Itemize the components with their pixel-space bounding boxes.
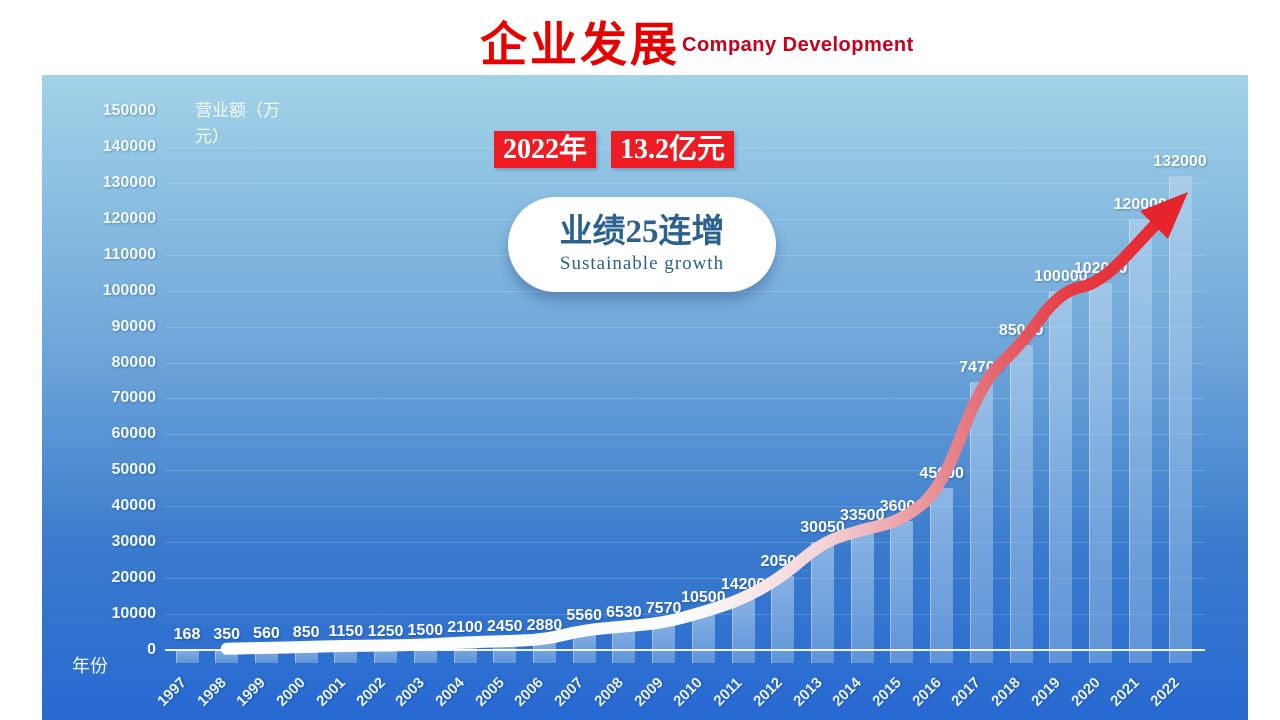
y-tick-label: 70000 (111, 389, 157, 407)
bar (413, 644, 437, 663)
growth-bubble-title: 业绩25连增 (559, 213, 725, 250)
bar (493, 641, 517, 663)
x-tick-label: 2022 (1147, 674, 1183, 710)
y-tick-label: 110000 (103, 245, 156, 263)
y-tick-label: 100000 (102, 281, 156, 299)
y-tick-label: 20000 (111, 569, 157, 587)
bar (890, 520, 914, 663)
data-label: 14200 (720, 575, 766, 593)
y-tick-label: 120000 (102, 209, 156, 227)
x-tick-label: 2008 (591, 674, 627, 710)
y-tick-label: 140000 (102, 137, 156, 155)
y-axis-title: 营业额（万元） (195, 101, 280, 147)
bar (572, 630, 596, 663)
x-tick-label: 2005 (471, 674, 508, 710)
data-label: 20500 (760, 553, 806, 571)
bar (612, 626, 636, 663)
bar (1089, 283, 1113, 663)
callout-year: 2022年 (494, 131, 597, 168)
data-label: 74700 (959, 358, 1004, 376)
x-tick-label: 2010 (670, 674, 707, 710)
bar (652, 622, 676, 663)
x-tick-label: 2006 (511, 674, 548, 710)
bar (1049, 290, 1073, 663)
x-tick-label: 2017 (948, 674, 985, 710)
y-tick-label: 60000 (111, 425, 157, 443)
bar (731, 598, 755, 663)
x-tick-label: 2014 (829, 674, 866, 710)
y-tick-label: 0 (147, 641, 156, 658)
data-label: 85000 (998, 321, 1044, 339)
y-tick-label: 150000 (102, 102, 156, 119)
bar (1128, 218, 1152, 663)
y-tick-label: 30000 (111, 533, 157, 551)
growth-bubble-subtitle: Sustainable growth (559, 253, 725, 275)
x-tick-label: 2019 (1028, 674, 1064, 710)
bar (175, 649, 199, 663)
bar (969, 381, 993, 663)
data-label: 36000 (879, 497, 925, 515)
y-tick-label: 40000 (111, 497, 157, 515)
y-tick-label: 90000 (111, 317, 157, 335)
x-tick-label: 2013 (789, 674, 826, 710)
x-tick-label: 2011 (710, 674, 746, 710)
bar (453, 642, 477, 663)
x-tick-label: 2020 (1067, 674, 1104, 710)
x-tick-label: 2018 (988, 674, 1024, 710)
grid-line (165, 111, 1205, 112)
x-tick-label: 2012 (749, 674, 786, 710)
y-tick-label: 50000 (111, 461, 157, 479)
chart-panel: 营业额（万元） 年份 0 10000 20000 30000 40000 50000 600… (42, 75, 1248, 720)
page-title: 企业发展 (480, 18, 680, 71)
y-tick-label: 80000 (111, 353, 157, 371)
highlight-callout: 2022年 13.2亿元 (494, 131, 735, 168)
y-tick-label: 130000 (102, 173, 156, 191)
bar (532, 639, 556, 663)
page-subtitle: Company Development (682, 34, 914, 56)
x-tick-label: 2016 (908, 674, 945, 710)
x-tick-label: 2004 (432, 674, 468, 710)
x-tick-label: 2000 (273, 674, 309, 710)
x-tick-label: 2009 (630, 674, 667, 710)
x-tick-label: 1999 (233, 674, 270, 710)
bar (1168, 175, 1192, 663)
data-label: 132000 (1153, 152, 1207, 170)
x-tick-label: 2015 (869, 674, 905, 710)
x-tick-label: 2007 (551, 674, 587, 710)
x-tick-label: 2001 (313, 674, 349, 710)
bar (691, 612, 715, 663)
data-label: 120000 (1113, 195, 1167, 213)
x-tick-label: 2003 (392, 674, 429, 710)
data-label: 45000 (919, 465, 964, 483)
x-tick-label: 1998 (193, 674, 230, 710)
x-axis-title: 年份 (72, 656, 108, 676)
bar (850, 529, 874, 663)
growth-bubble: 业绩25连增 Sustainable growth (508, 197, 776, 292)
x-tick-label: 2021 (1107, 674, 1144, 710)
y-tick-label: 10000 (111, 605, 157, 623)
data-label: 168 (173, 626, 201, 644)
x-axis-line (165, 649, 1205, 651)
bar (1009, 344, 1033, 663)
grid-line (165, 182, 1205, 184)
x-tick-label: 2002 (352, 674, 389, 710)
x-tick-label: 1997 (154, 674, 190, 710)
callout-amount: 13.2亿元 (611, 131, 735, 168)
data-label: 102000 (1073, 260, 1128, 278)
